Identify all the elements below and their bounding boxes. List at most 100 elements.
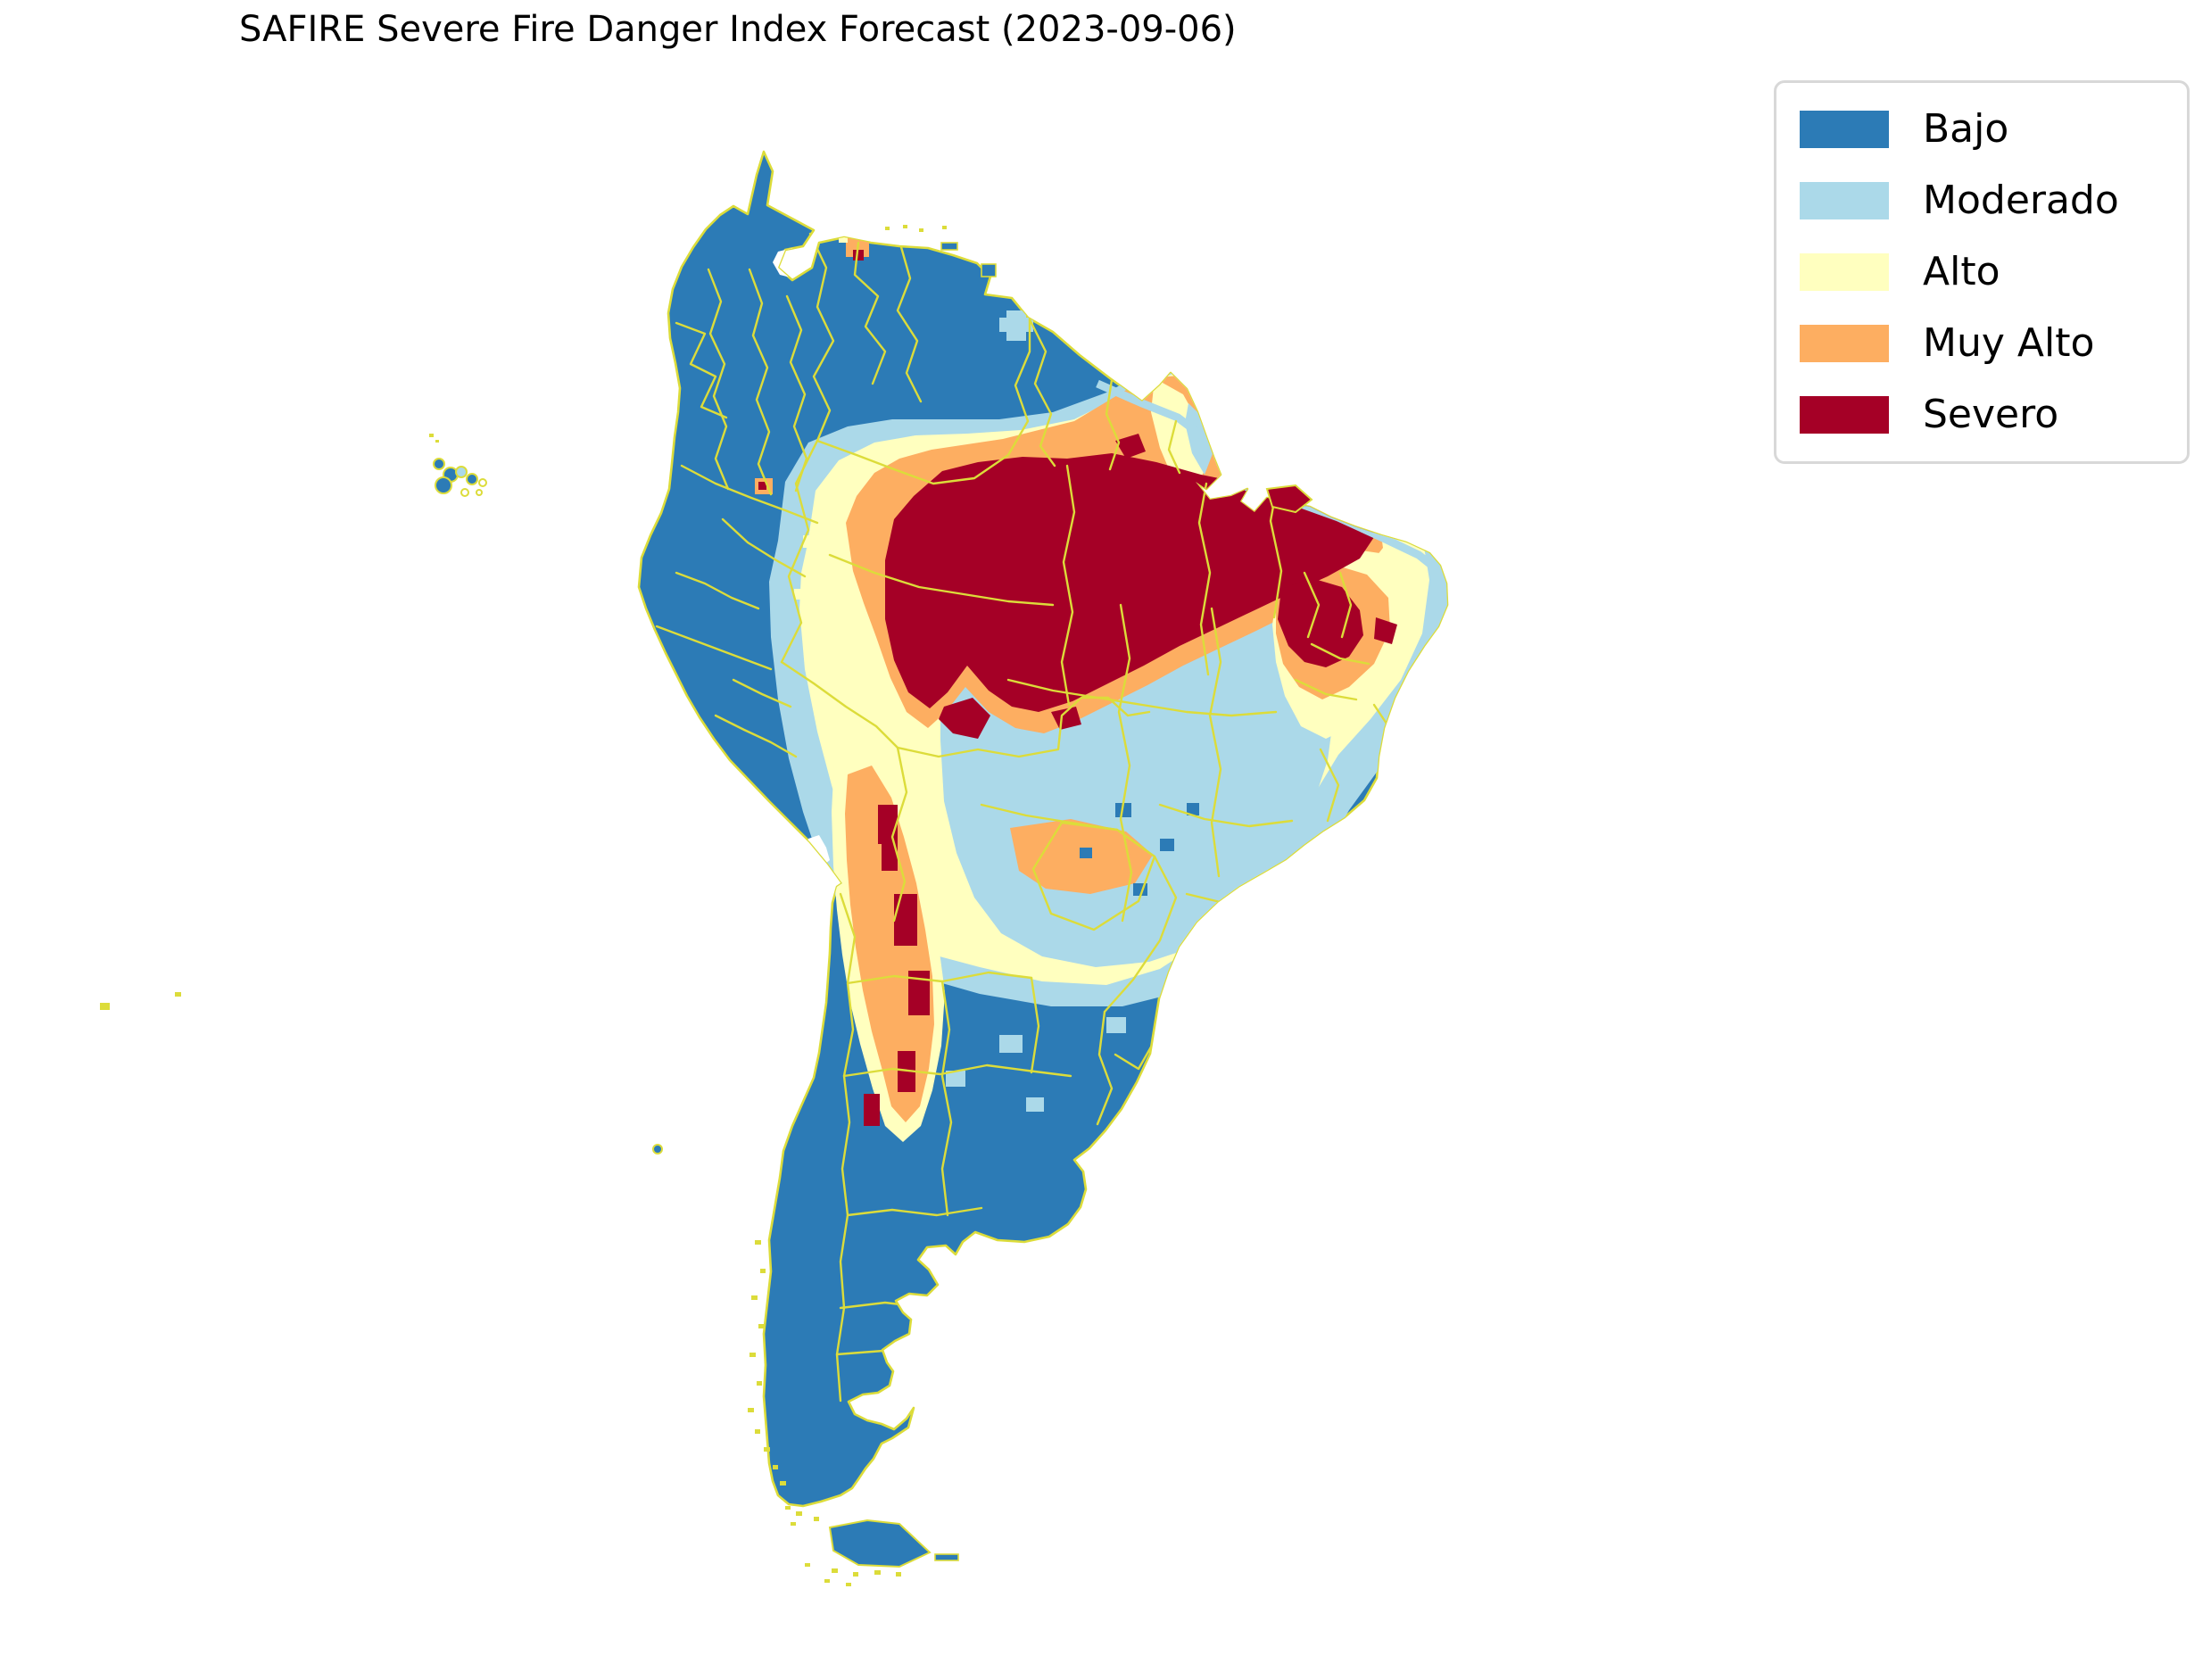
speckle-cell — [864, 1094, 880, 1126]
legend: Bajo Moderado Alto Muy Alto Severo — [1774, 80, 2190, 464]
coast-speck-dot — [751, 1295, 758, 1300]
speckle-cell — [1255, 830, 1272, 846]
admin-boundary-line — [780, 439, 819, 664]
islet-galapagos-5 — [466, 473, 478, 485]
legend-label-alto: Alto — [1923, 249, 2000, 294]
region-severo-main — [885, 453, 1374, 712]
speckle-cell — [882, 844, 898, 871]
islet-galapagos-4 — [455, 466, 468, 478]
admin-boundary-line — [828, 553, 1055, 607]
coast-speck-dot — [758, 1324, 764, 1328]
admin-boundary-line — [896, 696, 1151, 758]
speckle-cell — [1080, 848, 1092, 858]
legend-label-muy_alto: Muy Alto — [1923, 320, 2095, 366]
coast-speck-dot — [814, 1517, 819, 1521]
admin-boundary-line — [808, 232, 835, 443]
coast-speck-dot — [853, 1572, 858, 1577]
admin-boundary-line — [714, 714, 798, 758]
speckle-cell — [839, 234, 848, 243]
admin-boundary-line — [785, 294, 808, 492]
admin-boundary-line — [853, 241, 887, 385]
admin-boundary-line — [816, 318, 1031, 485]
legend-item-severo: Severo — [1800, 379, 2164, 451]
coast-speck-dot — [100, 1003, 110, 1010]
legend-label-severo: Severo — [1923, 392, 2059, 437]
admin-boundary-line — [1096, 1010, 1114, 1126]
admin-boundary-line — [1105, 378, 1121, 471]
legend-swatch-alto — [1800, 253, 1889, 291]
speckle-cell — [999, 318, 1033, 332]
admin-boundary-line — [1319, 748, 1340, 823]
region-severo-lobe-b — [1051, 707, 1081, 730]
speckle-cell — [803, 535, 817, 548]
islet-galapagos-8 — [476, 489, 483, 496]
legend-label-bajo: Bajo — [1923, 106, 2009, 152]
legend-swatch-moderado — [1800, 182, 1889, 219]
admin-boundary-line — [1197, 482, 1212, 676]
island-margarita — [940, 242, 958, 251]
coast-speck-dot — [846, 1583, 851, 1586]
speckle-cell — [894, 894, 917, 946]
admin-boundary-line — [1117, 603, 1133, 923]
speckle-cell — [1169, 857, 1192, 876]
coast-speck-dot — [757, 1381, 762, 1386]
coast-speck-dot — [805, 1563, 810, 1567]
admin-boundary-line — [675, 321, 728, 419]
figure-title: SAFIRE Severe Fire Danger Index Forecast… — [239, 9, 1237, 50]
coast-speck-dot — [942, 226, 947, 229]
speckle-cell — [794, 589, 807, 600]
speckle-cell — [1115, 803, 1131, 817]
admin-boundary-line — [1114, 1042, 1155, 1071]
admin-boundary-line — [707, 268, 730, 491]
coast-speck-dot — [874, 1570, 881, 1575]
admin-boundary-line — [1031, 821, 1156, 931]
admin-boundary-line — [1167, 419, 1181, 475]
speckle-cell — [1026, 1097, 1044, 1112]
coast-speck-dot — [748, 1408, 754, 1412]
legend-label-moderado: Moderado — [1923, 178, 2119, 223]
admin-boundary-line — [732, 678, 792, 708]
admin-boundary-line — [1208, 607, 1222, 878]
admin-boundary-line — [1294, 678, 1358, 701]
admin-boundary-line — [1303, 571, 1321, 639]
coast-speck-dot — [896, 1572, 901, 1577]
admin-boundary-line — [1028, 318, 1056, 468]
region-andes-muy-alto-stripe — [845, 766, 934, 1122]
admin-boundary-line — [1060, 464, 1076, 707]
legend-item-bajo: Bajo — [1800, 94, 2164, 165]
coast-speck-dot — [764, 1447, 770, 1452]
island-tierra-del-fuego — [828, 1519, 932, 1568]
admin-boundary-line — [940, 980, 953, 1217]
islet-galapagos-6 — [478, 478, 487, 487]
admin-boundary-line — [748, 268, 773, 496]
admin-boundary-line — [1310, 642, 1370, 666]
region-severo-ne — [1278, 578, 1363, 667]
coast-speck-dot — [755, 1429, 760, 1434]
coast-speck-dot — [755, 1240, 761, 1245]
legend-swatch-bajo — [1800, 111, 1889, 148]
region-severo-ne-small — [1374, 617, 1397, 644]
coast-speck-dot — [435, 440, 439, 443]
admin-boundary-line — [655, 625, 773, 671]
admin-boundary-line — [721, 517, 807, 578]
coast-speck-dot — [796, 1511, 802, 1516]
coast-speck-dot — [832, 1568, 838, 1573]
admin-boundary-line — [675, 571, 760, 610]
admin-boundary-line — [680, 464, 819, 525]
coast-speck-dot — [791, 1522, 796, 1526]
coast-speck-dot — [429, 434, 434, 437]
speckle-cell — [758, 482, 766, 490]
speckle-cell — [898, 1051, 915, 1092]
coast-speck-dot — [749, 1353, 756, 1357]
island-isla-este — [934, 1553, 959, 1561]
admin-boundary-line — [846, 1206, 983, 1217]
speckle-cell — [878, 805, 898, 844]
islet-galapagos-7 — [460, 488, 469, 497]
islet-galapagos-1 — [433, 458, 445, 470]
legend-item-moderado: Moderado — [1800, 165, 2164, 236]
speckle-cell — [812, 642, 826, 655]
coast-speck-dot — [824, 1579, 830, 1583]
admin-boundary-line — [1030, 976, 1040, 1074]
